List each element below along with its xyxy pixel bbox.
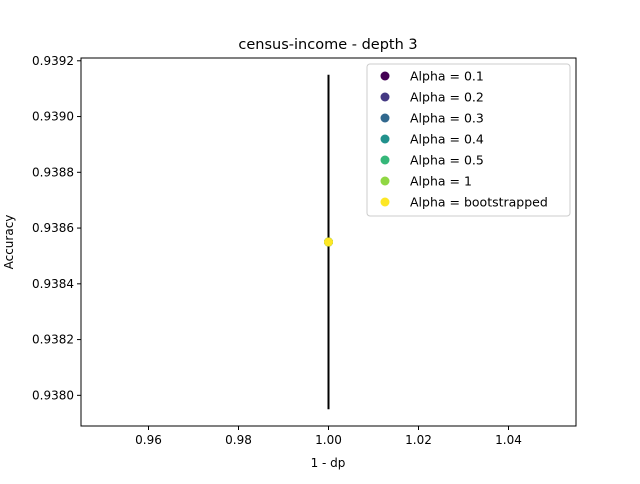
x-tick-label: 0.96 [135, 433, 162, 447]
legend-marker [380, 92, 390, 102]
legend-box [366, 63, 571, 217]
legend: Alpha = 0.1 Alpha = 0.2 Alpha = 0.3 Alpha =… [366, 63, 571, 217]
legend-label: Alpha = 0.3 [410, 111, 484, 126]
y-tick-label: 0.9392 [32, 54, 74, 68]
y-tick-label: 0.9380 [32, 388, 74, 402]
y-tick-label: 0.9384 [32, 277, 74, 291]
legend-marker [380, 134, 390, 144]
legend-label: Alpha = 0.5 [410, 153, 484, 168]
x-axis-ticks: 0.96 0.98 1.00 1.02 1.04 [135, 426, 522, 447]
legend-marker [380, 197, 390, 207]
legend-marker [380, 113, 390, 123]
legend-marker [380, 71, 390, 81]
y-tick-label: 0.9386 [32, 221, 74, 235]
legend-label: Alpha = 0.1 [410, 69, 484, 84]
legend-label: Alpha = 0.2 [410, 90, 484, 105]
x-tick-label: 1.04 [495, 433, 522, 447]
x-axis-label: 1 - dp [311, 456, 346, 470]
plot-marks [324, 74, 333, 410]
chart-title: census-income - depth 3 [238, 37, 417, 53]
y-axis-ticks: 0.9380 0.9382 0.9384 0.9386 0.9388 0.9390 0.93… [32, 54, 81, 402]
legend-label: Alpha = 0.4 [410, 132, 484, 147]
y-tick-label: 0.9382 [32, 333, 74, 347]
legend-marker [380, 155, 390, 165]
x-tick-label: 0.98 [225, 433, 252, 447]
y-tick-label: 0.9388 [32, 165, 74, 179]
legend-marker [380, 176, 390, 186]
y-tick-label: 0.9390 [32, 110, 74, 124]
y-axis-label: Accuracy [2, 215, 16, 270]
legend-label: Alpha = bootstrapped [410, 195, 548, 210]
plot-frame [80, 57, 577, 427]
data-point [324, 237, 333, 247]
legend-label: Alpha = 1 [410, 174, 472, 189]
x-tick-label: 1.00 [315, 433, 342, 447]
x-tick-label: 1.02 [405, 433, 432, 447]
